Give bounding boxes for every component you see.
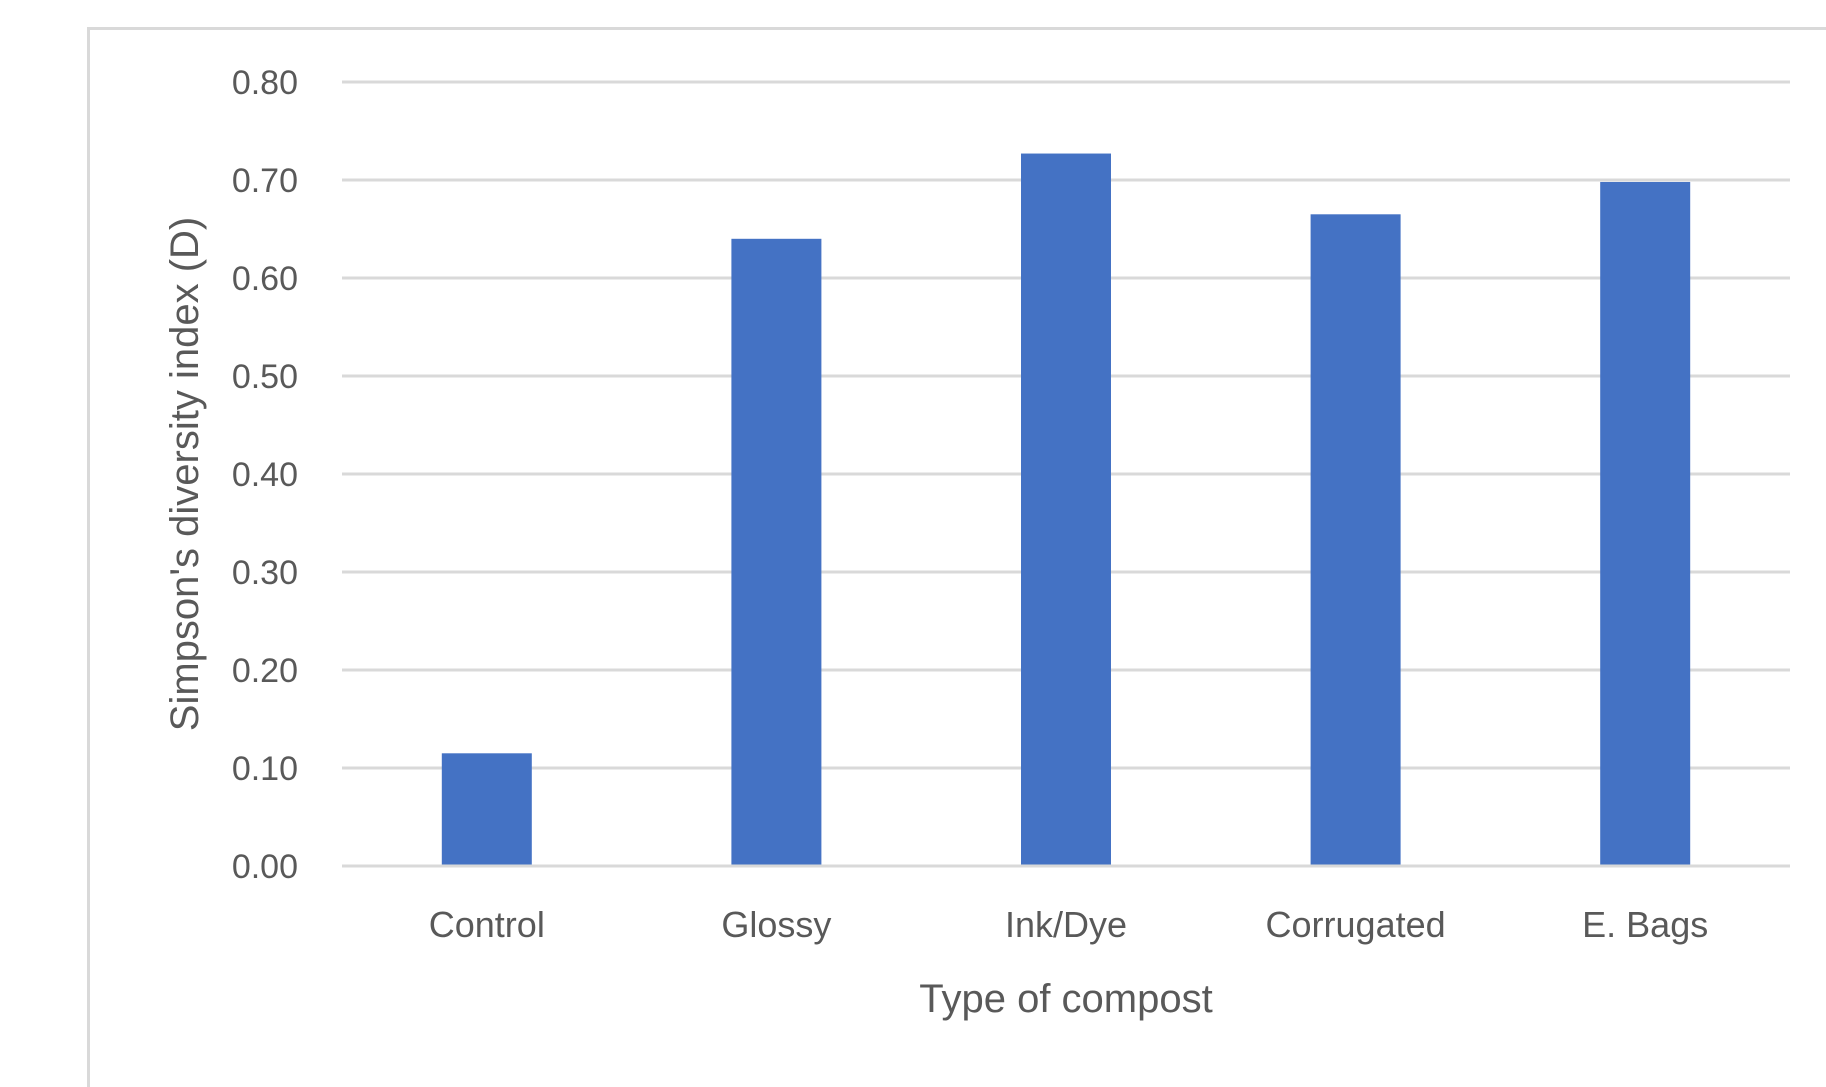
y-tick-label: 0.40 [232, 456, 298, 494]
y-tick-label: 0.80 [232, 64, 298, 102]
bar-ink-dye [1021, 153, 1111, 865]
x-category-label: Glossy [721, 904, 831, 945]
y-tick-label: 0.60 [232, 260, 298, 298]
y-tick-label: 0.20 [232, 652, 298, 690]
x-axis-title: Type of compost [919, 977, 1212, 1021]
bars [441, 153, 1691, 865]
bar-control [441, 753, 532, 865]
y-axis-title: Simpson's diversity index (D) [163, 217, 207, 731]
y-tick-label: 0.00 [232, 848, 298, 886]
bar-corrugated [1310, 214, 1401, 865]
bar-e-bags [1600, 181, 1691, 865]
y-tick-labels: 0.00 0.10 0.20 0.30 0.40 0.50 0.60 0.70 0.80 [232, 64, 298, 886]
y-tick-label: 0.50 [232, 358, 298, 396]
x-category-label: Corrugated [1266, 904, 1446, 945]
x-category-labels: Control Glossy Ink/Dye Corrugated E. Bags [429, 904, 1708, 945]
y-tick-label: 0.10 [232, 750, 298, 788]
x-category-label: Control [429, 904, 545, 945]
y-tick-label: 0.70 [232, 162, 298, 200]
y-tick-label: 0.30 [232, 554, 298, 592]
chart-area [87, 27, 1826, 1087]
x-category-label: Ink/Dye [1005, 904, 1127, 945]
bar-glossy [731, 238, 822, 865]
x-category-label: E. Bags [1582, 904, 1708, 945]
